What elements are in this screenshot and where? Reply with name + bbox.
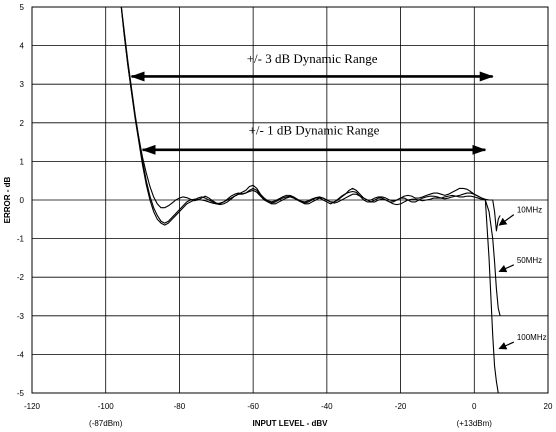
y-axis-label: ERROR - dB: [3, 176, 12, 223]
grid-lines: [31, 6, 549, 394]
annotation-label-1: 50MHz: [517, 256, 542, 265]
annotation-arrow-2: [498, 341, 515, 350]
y-tick-label-2: 3: [20, 80, 25, 89]
x-tick-label-2: -80: [174, 402, 186, 411]
x-sublabel-0: (-87dBm): [89, 419, 123, 428]
y-tick-label-7: -2: [17, 273, 25, 282]
x-tick-label-7: 20: [544, 402, 553, 411]
y-tick-label-6: -1: [17, 235, 25, 244]
dynamic-range-arrows: +/- 3 dB Dynamic Range +/- 1 dB Dynamic R…: [130, 51, 494, 155]
series-line-10mhz: [120, 7, 501, 232]
x-axis-label: INPUT LEVEL - dBV: [253, 419, 329, 428]
annotation-label-0: 10MHz: [517, 206, 542, 215]
y-tick-label-4: 1: [20, 157, 25, 166]
axis-tick-labels: -120 -100 -80 -60 -40 -20 0 20 5 4 3 2 1 0 -1 -2 -3 -4 -5 (…: [17, 3, 553, 428]
x-tick-label-5: -20: [395, 402, 407, 411]
plot-frame: [31, 6, 549, 394]
y-tick-label-10: -5: [17, 389, 25, 398]
range-label-1: +/- 1 dB Dynamic Range: [249, 122, 380, 137]
plot-border: [31, 6, 549, 394]
series-line-100mhz: [120, 7, 501, 393]
annotation-label-2: 100MHz: [517, 333, 547, 342]
x-tick-label-1: -100: [98, 402, 115, 411]
y-tick-label-0: 5: [20, 3, 25, 12]
x-sublabel-1: (+13dBm): [457, 419, 493, 428]
x-tick-label-4: -40: [321, 402, 333, 411]
series-line-50mhz: [120, 7, 501, 316]
series-lines: [120, 7, 501, 393]
frequency-annotations: 10MHz 50MHz 100MHz: [498, 206, 547, 350]
y-tick-label-8: -3: [17, 312, 25, 321]
y-tick-label-9: -4: [17, 350, 25, 359]
x-tick-label-3: -60: [247, 402, 259, 411]
x-tick-label-6: 0: [472, 402, 477, 411]
annotation-arrow-1: [498, 264, 515, 273]
y-tick-label-1: 4: [20, 42, 25, 51]
annotation-arrow-0: [498, 214, 515, 226]
y-tick-label-5: 0: [20, 196, 25, 205]
x-tick-label-0: -120: [24, 402, 41, 411]
y-tick-label-3: 2: [20, 119, 25, 128]
range-label-0: +/- 3 dB Dynamic Range: [247, 51, 378, 66]
